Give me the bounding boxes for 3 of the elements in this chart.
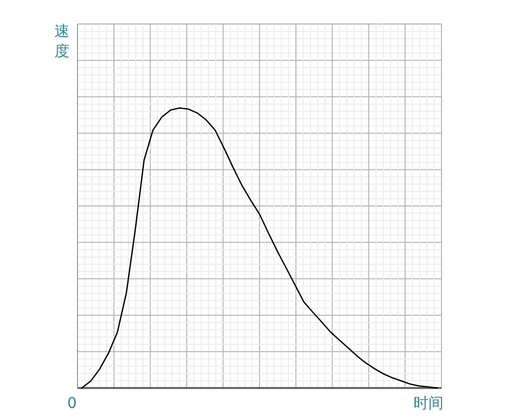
text: 0 xyxy=(67,394,77,412)
y-axis-title: 速度 xyxy=(54,22,70,60)
text: 时间 xyxy=(414,394,444,412)
